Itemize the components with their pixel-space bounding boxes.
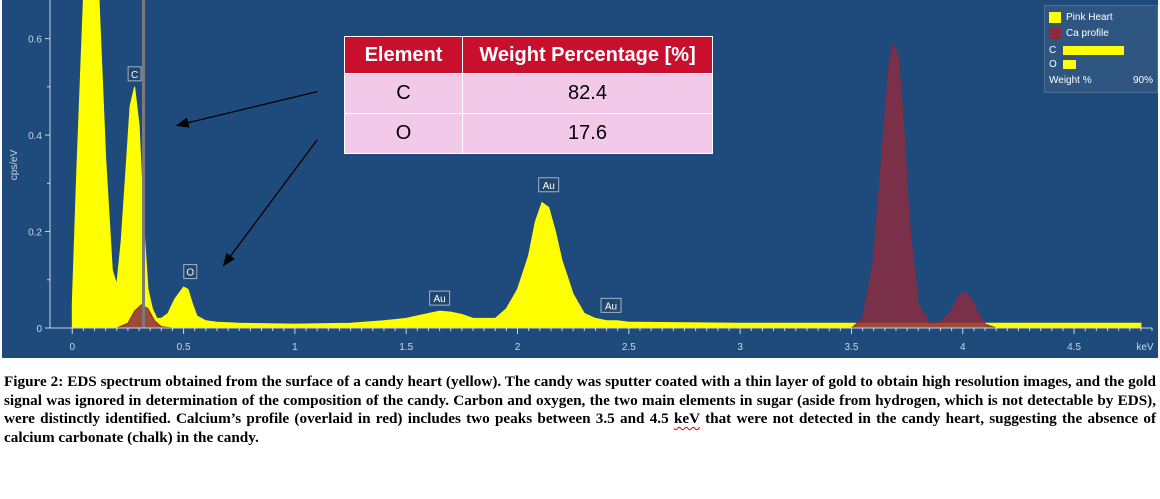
peak-label: Au bbox=[543, 181, 555, 192]
table-header-weight: Weight Percentage [%] bbox=[462, 36, 713, 74]
peak-label-box bbox=[429, 290, 451, 306]
legend-composition-c: C bbox=[1049, 44, 1153, 57]
x-tick-label: 3.5 bbox=[845, 342, 859, 353]
eds-spectrum-chart: 0 0.5 1 1.5 2 2.5 3 3.5 4 4.5 keV 0 0.2 0.4 0.6 cps/eV C… bbox=[2, 0, 1158, 358]
legend-composition-element: C bbox=[1049, 45, 1057, 56]
figure-caption: Figure 2: EDS spectrum obtained from the… bbox=[4, 373, 1156, 447]
peak-label: Au bbox=[433, 294, 445, 305]
x-tick-label: 0.5 bbox=[177, 342, 191, 353]
table-cell-weight: 17.6 bbox=[462, 113, 713, 154]
table-row: O 17.6 bbox=[344, 113, 713, 154]
spectrum-svg: 0 0.5 1 1.5 2 2.5 3 3.5 4 4.5 keV 0 0.2 0.4 0.6 cps/eV C… bbox=[9, 0, 1154, 353]
legend-label: Pink Heart bbox=[1066, 12, 1113, 23]
x-tick-label: 4.5 bbox=[1067, 342, 1081, 353]
x-tick-label: 2 bbox=[515, 342, 521, 353]
legend-item-pink-heart: Pink Heart bbox=[1049, 11, 1113, 24]
legend-footer-value: 90% bbox=[1132, 75, 1153, 86]
legend-footer: Weight % 90% bbox=[1049, 74, 1153, 87]
legend-swatch-ca-profile bbox=[1049, 27, 1061, 39]
x-tick-label: 1.5 bbox=[399, 342, 413, 353]
legend-item-ca-profile: Ca profile bbox=[1049, 27, 1109, 40]
legend-footer-label: Weight % bbox=[1049, 75, 1092, 86]
composition-bar-c bbox=[1063, 45, 1124, 55]
annotation-arrow bbox=[175, 91, 318, 128]
x-tick-label: 2.5 bbox=[622, 342, 636, 353]
x-tick-label: 1 bbox=[292, 342, 298, 353]
series-area-ca-profile bbox=[116, 41, 997, 329]
peak-label-box bbox=[600, 297, 622, 313]
y-tick-label: 0 bbox=[36, 324, 42, 335]
chart-legend: Pink Heart Ca profile C O Weight % 90% bbox=[1044, 5, 1158, 93]
caption-underlined-word: keV bbox=[673, 410, 700, 428]
caption-text-end: that were not detected in the candy hear… bbox=[4, 410, 1156, 446]
peak-label: Au bbox=[605, 301, 617, 312]
y-axis-label: cps/eV bbox=[9, 149, 20, 180]
table-row: C 82.4 bbox=[344, 73, 713, 114]
x-tick-label: 0 bbox=[69, 342, 75, 353]
table-cell-element: O bbox=[344, 113, 463, 154]
table-header-element: Element bbox=[344, 36, 463, 74]
y-tick-label: 0.2 bbox=[28, 228, 42, 239]
annotation-arrow bbox=[222, 139, 318, 267]
x-unit-label: keV bbox=[1136, 342, 1154, 353]
y-tick-label: 0.6 bbox=[28, 35, 42, 46]
composition-bar-o bbox=[1063, 59, 1077, 69]
table-cell-weight: 82.4 bbox=[462, 73, 713, 114]
weight-percentage-table: Element Weight Percentage [%] C 82.4 O 1… bbox=[344, 36, 713, 154]
table-header-row: Element Weight Percentage [%] bbox=[344, 36, 713, 74]
peak-label-box bbox=[127, 66, 142, 82]
peak-label: O bbox=[186, 268, 194, 279]
legend-composition-element: O bbox=[1049, 59, 1057, 70]
peak-label-box bbox=[538, 177, 560, 193]
legend-label: Ca profile bbox=[1066, 28, 1109, 39]
series-area-pink-heart bbox=[71, 0, 1142, 329]
legend-swatch-pink-heart bbox=[1049, 11, 1061, 23]
caption-text: Figure 2: EDS spectrum obtained from the… bbox=[4, 373, 1156, 428]
peak-label-box bbox=[183, 264, 198, 280]
peak-label: C bbox=[131, 70, 138, 81]
y-tick-label: 0.4 bbox=[28, 131, 42, 142]
table-cell-element: C bbox=[344, 73, 463, 114]
legend-composition-o: O bbox=[1049, 58, 1153, 71]
x-tick-label: 4 bbox=[960, 342, 966, 353]
x-tick-label: 3 bbox=[737, 342, 743, 353]
